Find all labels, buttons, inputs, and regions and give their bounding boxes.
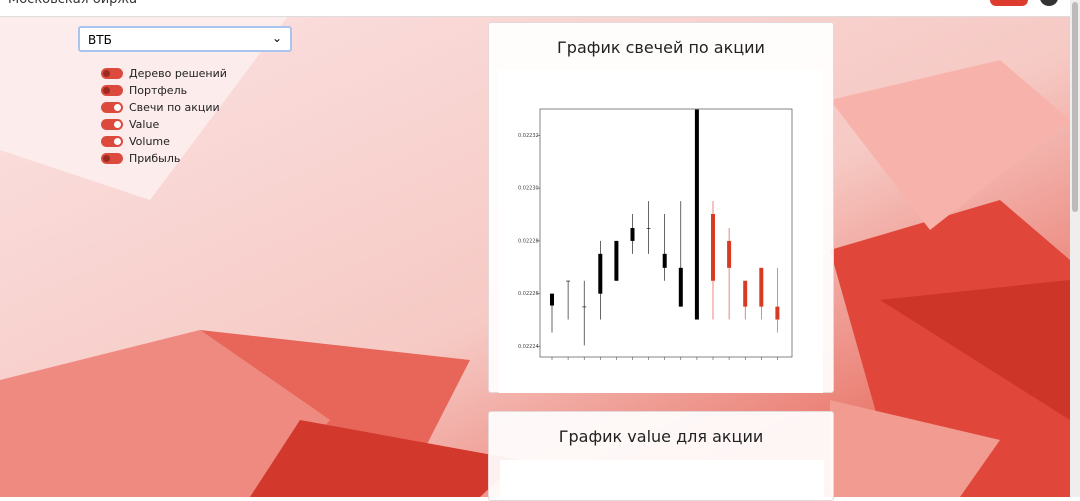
switch-knob [103,69,110,77]
toggle[interactable]: Дерево решений [101,66,227,80]
candle-body [759,267,764,307]
toggle-label: Прибыль [129,151,181,165]
candle-body [694,109,699,320]
switch[interactable] [101,101,123,113]
y-tick-label: 0.02232 [518,133,539,139]
candle-body [614,240,619,281]
candle-body [711,214,715,281]
chart-area [500,460,824,500]
y-tick-label: 0.02230 [518,186,539,192]
candle-body [582,306,587,308]
toggle-label: Дерево решений [129,66,227,80]
select-value: ВТБ [88,33,112,47]
candle-body [550,293,554,306]
panel-title: График value для акции [558,427,764,446]
y-tick-label: 0.02224 [518,344,539,350]
panel-title: График свечей по акции [557,38,765,57]
candle-body [566,280,571,282]
switch[interactable] [101,84,123,96]
toggle-label: Свечи по акции [129,100,220,114]
plot-frame [539,108,793,358]
stock-select[interactable]: ВТБ ⌄ [78,26,292,52]
panel: График value для акции [488,411,834,501]
toggle[interactable]: Свечи по акции [101,100,220,114]
candle-body [598,253,603,294]
toggle-label: Портфель [129,83,188,97]
candlestick-chart: 0.02224 0.02226 0.02228 0.02230 0.02232 [499,70,823,393]
candle-body [727,240,732,268]
switch-knob [114,103,121,111]
candle-body [678,267,683,307]
switch[interactable] [101,67,123,79]
switch-knob [103,154,110,162]
switch[interactable] [101,135,123,147]
switch[interactable] [101,152,123,164]
toggle[interactable]: Портфель [101,83,187,97]
switch[interactable] [101,118,123,130]
chevron: ⌄ [271,31,282,45]
y-tick-label: 0.02226 [518,291,539,297]
y-tick-label: 0.02228 [518,238,539,244]
toggle[interactable]: Прибыль [101,151,180,165]
toggle[interactable]: Volume [101,134,170,148]
nav-title[interactable]: Московская биржа [8,0,137,7]
switch-knob [103,86,110,94]
toggle[interactable]: Value [101,117,159,131]
switch-knob [114,120,121,128]
switch-knob [114,137,121,145]
candle-body [646,227,651,229]
nav-bar: Московская биржа [0,0,1070,17]
logout-button[interactable] [990,0,1028,6]
toggle-label: Value [129,117,160,131]
toggle-label: Volume [129,134,170,148]
avatar[interactable] [1040,0,1058,6]
candle-body [662,253,667,268]
candle-body [630,227,635,241]
candle-body [775,306,780,320]
candle-body [743,280,748,307]
